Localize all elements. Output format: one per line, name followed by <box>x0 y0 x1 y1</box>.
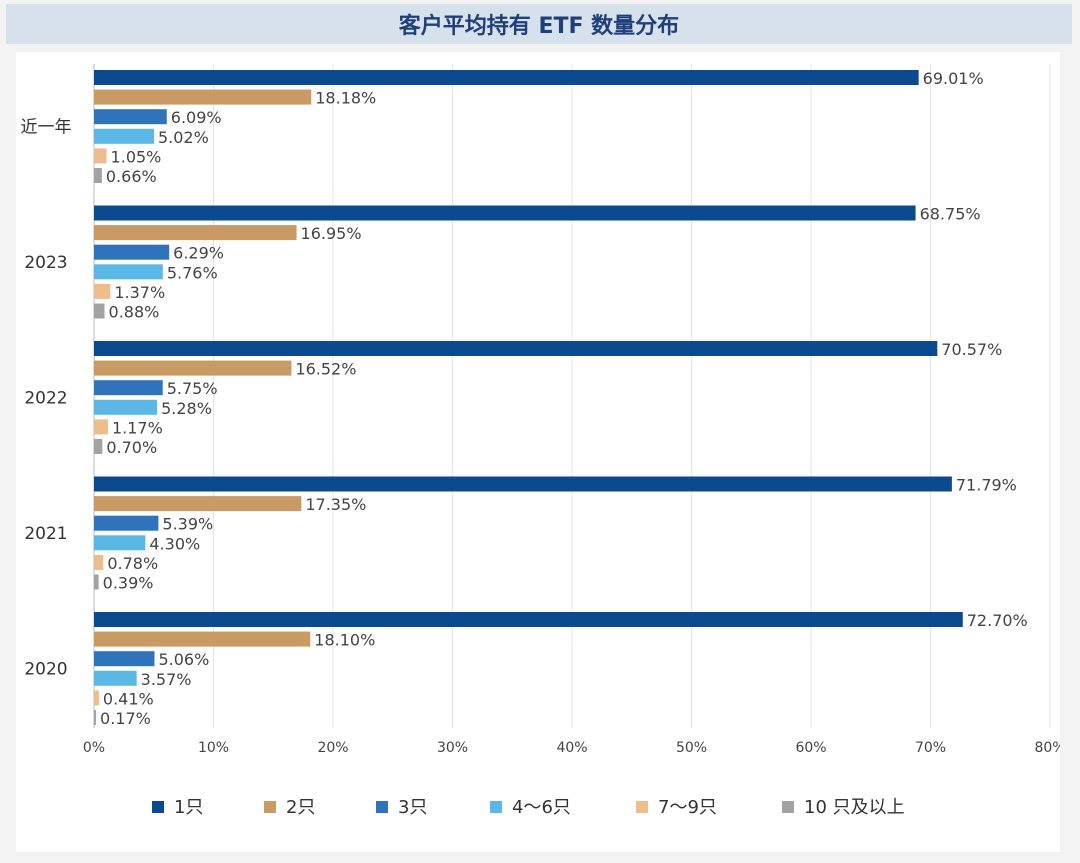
data-label: 70.57% <box>941 340 1002 359</box>
bar <box>94 670 137 686</box>
x-tick-label: 30% <box>437 740 468 756</box>
data-label: 5.39% <box>162 515 213 534</box>
bar <box>94 89 312 105</box>
data-label: 4.30% <box>149 534 200 553</box>
x-tick-label: 80% <box>1034 740 1060 756</box>
data-label: 72.70% <box>967 611 1028 630</box>
data-label: 1.05% <box>111 147 162 166</box>
data-label: 18.10% <box>314 631 375 650</box>
bar <box>94 225 297 241</box>
legend-label: 2只 <box>286 797 315 818</box>
bar <box>94 631 311 647</box>
category-label: 2021 <box>24 524 67 544</box>
data-label: 5.02% <box>158 128 209 147</box>
data-label: 6.09% <box>171 108 222 127</box>
bar <box>94 574 99 590</box>
legend-label: 7～9只 <box>658 797 717 818</box>
bar <box>94 535 146 551</box>
data-label: 18.18% <box>315 89 376 108</box>
legend-swatch <box>264 801 276 813</box>
legend-label: 10 只及以上 <box>804 797 905 818</box>
bar <box>94 419 108 435</box>
data-label: 1.17% <box>112 418 163 437</box>
data-label: 0.70% <box>106 438 157 457</box>
x-tick-label: 60% <box>795 740 826 756</box>
data-label: 1.37% <box>114 283 165 302</box>
category-label: 近一年 <box>21 118 72 138</box>
x-tick-label: 70% <box>915 740 946 756</box>
bar <box>94 360 292 376</box>
category-label: 2020 <box>24 660 67 680</box>
legend-swatch <box>152 801 164 813</box>
data-label: 5.06% <box>158 650 209 669</box>
bar <box>94 612 963 627</box>
bar <box>94 148 107 164</box>
bar <box>94 399 158 415</box>
data-label: 68.75% <box>920 205 981 224</box>
data-label: 0.41% <box>103 689 154 708</box>
data-label: 6.29% <box>173 244 224 263</box>
bar <box>94 244 170 260</box>
bar <box>94 128 154 144</box>
data-label: 0.78% <box>107 554 158 573</box>
data-label: 3.57% <box>141 670 192 689</box>
bar <box>94 496 302 512</box>
bar <box>94 109 167 125</box>
data-label: 5.28% <box>161 399 212 418</box>
bar <box>94 264 163 280</box>
data-label: 16.95% <box>301 224 362 243</box>
category-label: 2023 <box>24 253 67 273</box>
category-label: 2022 <box>24 389 67 409</box>
data-label: 0.17% <box>100 709 151 728</box>
x-tick-label: 40% <box>556 740 587 756</box>
legend-label: 4～6只 <box>512 797 571 818</box>
data-label: 69.01% <box>923 69 984 88</box>
x-tick-label: 50% <box>676 740 707 756</box>
x-tick-label: 20% <box>317 740 348 756</box>
legend-swatch <box>782 801 794 813</box>
bar <box>94 439 103 454</box>
bar <box>94 651 155 667</box>
bar <box>94 341 938 356</box>
bar <box>94 303 105 319</box>
data-label: 17.35% <box>305 495 366 514</box>
legend-label: 1只 <box>174 797 203 818</box>
data-label: 5.76% <box>167 263 218 282</box>
data-label: 16.52% <box>295 360 356 379</box>
bar <box>94 690 99 706</box>
legend-swatch <box>636 801 648 813</box>
data-label: 5.75% <box>167 379 218 398</box>
bar <box>94 168 102 183</box>
bar <box>94 554 104 570</box>
bar <box>94 283 111 299</box>
legend-label: 3只 <box>398 797 427 818</box>
bar <box>94 205 916 221</box>
chart-panel: 0% 10% 20% 30% 40% 50% 60% 70% 80% 69.01% 18.18% 6.… <box>16 52 1060 852</box>
bar <box>94 710 97 725</box>
bar <box>94 70 919 85</box>
legend-swatch <box>490 801 502 813</box>
data-label: 71.79% <box>956 476 1017 495</box>
x-tick-label: 0% <box>83 740 105 756</box>
bar-chart: 0% 10% 20% 30% 40% 50% 60% 70% 80% 69.01% 18.18% 6.… <box>21 64 1060 818</box>
data-label: 0.88% <box>109 303 160 322</box>
legend-swatch <box>376 801 388 813</box>
chart-title: 客户平均持有 ETF 数量分布 <box>6 4 1072 44</box>
x-tick-label: 10% <box>198 740 229 756</box>
bar <box>94 380 163 396</box>
data-label: 0.39% <box>103 574 154 593</box>
bar <box>94 476 952 492</box>
bar <box>94 515 159 531</box>
data-label: 0.66% <box>106 167 157 186</box>
